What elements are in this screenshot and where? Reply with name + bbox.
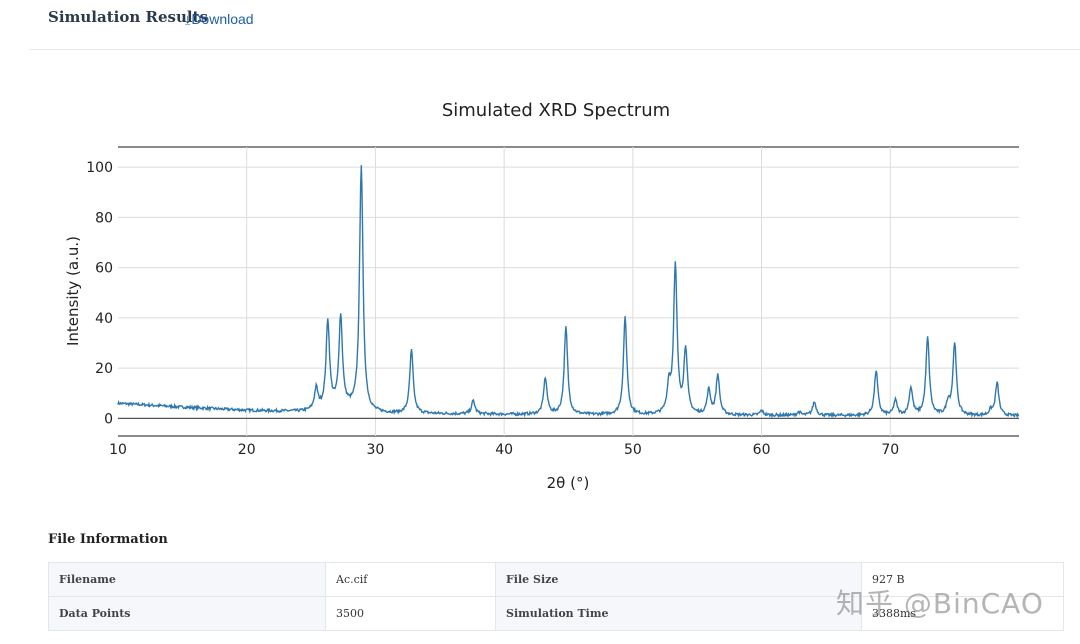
simulation-time-label: Simulation Time bbox=[495, 596, 862, 631]
chart-ticks: 10 20 30 40 50 60 70 0 20 40 60 80 100 bbox=[86, 160, 899, 458]
data-points-value: 3500 bbox=[325, 596, 496, 631]
x-axis-label: 2θ (°) bbox=[547, 474, 590, 492]
download-label: Download bbox=[191, 11, 254, 27]
file-size-label: File Size bbox=[495, 562, 862, 597]
table-row: Filename Ac.cif File Size 927 B bbox=[48, 562, 1064, 597]
x-tick-label: 70 bbox=[881, 442, 899, 458]
download-arrow-icon: ⤓ bbox=[185, 13, 191, 27]
chart-grid bbox=[118, 146, 1019, 437]
y-tick-label: 80 bbox=[95, 210, 113, 226]
y-tick-label: 20 bbox=[95, 361, 113, 377]
filename-label: Filename bbox=[48, 562, 326, 597]
y-tick-label: 100 bbox=[86, 160, 113, 176]
filename-value: Ac.cif bbox=[325, 562, 496, 597]
table-row: Data Points 3500 Simulation Time 3388ms bbox=[48, 596, 1064, 631]
chart-title: Simulated XRD Spectrum bbox=[442, 100, 670, 121]
x-tick-label: 10 bbox=[109, 442, 127, 458]
header-divider bbox=[30, 49, 1080, 50]
y-tick-label: 0 bbox=[104, 411, 113, 427]
xrd-chart[interactable]: Simulated XRD Spectrum 10 20 30 40 50 60 70 0 20… bbox=[0, 60, 1080, 510]
download-link[interactable]: ⤓Download bbox=[185, 11, 254, 28]
x-tick-label: 50 bbox=[624, 442, 642, 458]
file-size-value: 927 B bbox=[861, 562, 1064, 597]
results-header: Simulation Results ⤓Download bbox=[0, 0, 1080, 50]
x-tick-label: 20 bbox=[238, 442, 256, 458]
data-points-label: Data Points bbox=[48, 596, 326, 631]
file-info-table: Filename Ac.cif File Size 927 B Data Poi… bbox=[48, 562, 1064, 631]
page-title: Simulation Results bbox=[48, 8, 208, 26]
y-tick-label: 40 bbox=[95, 311, 113, 327]
y-axis-label: Intensity (a.u.) bbox=[64, 236, 82, 346]
x-tick-label: 30 bbox=[367, 442, 385, 458]
y-tick-label: 60 bbox=[95, 261, 113, 277]
x-tick-label: 40 bbox=[495, 442, 513, 458]
simulation-time-value: 3388ms bbox=[861, 596, 1064, 631]
spectrum-line bbox=[117, 165, 1020, 419]
file-info-title: File Information bbox=[48, 532, 168, 547]
x-tick-label: 60 bbox=[753, 442, 771, 458]
